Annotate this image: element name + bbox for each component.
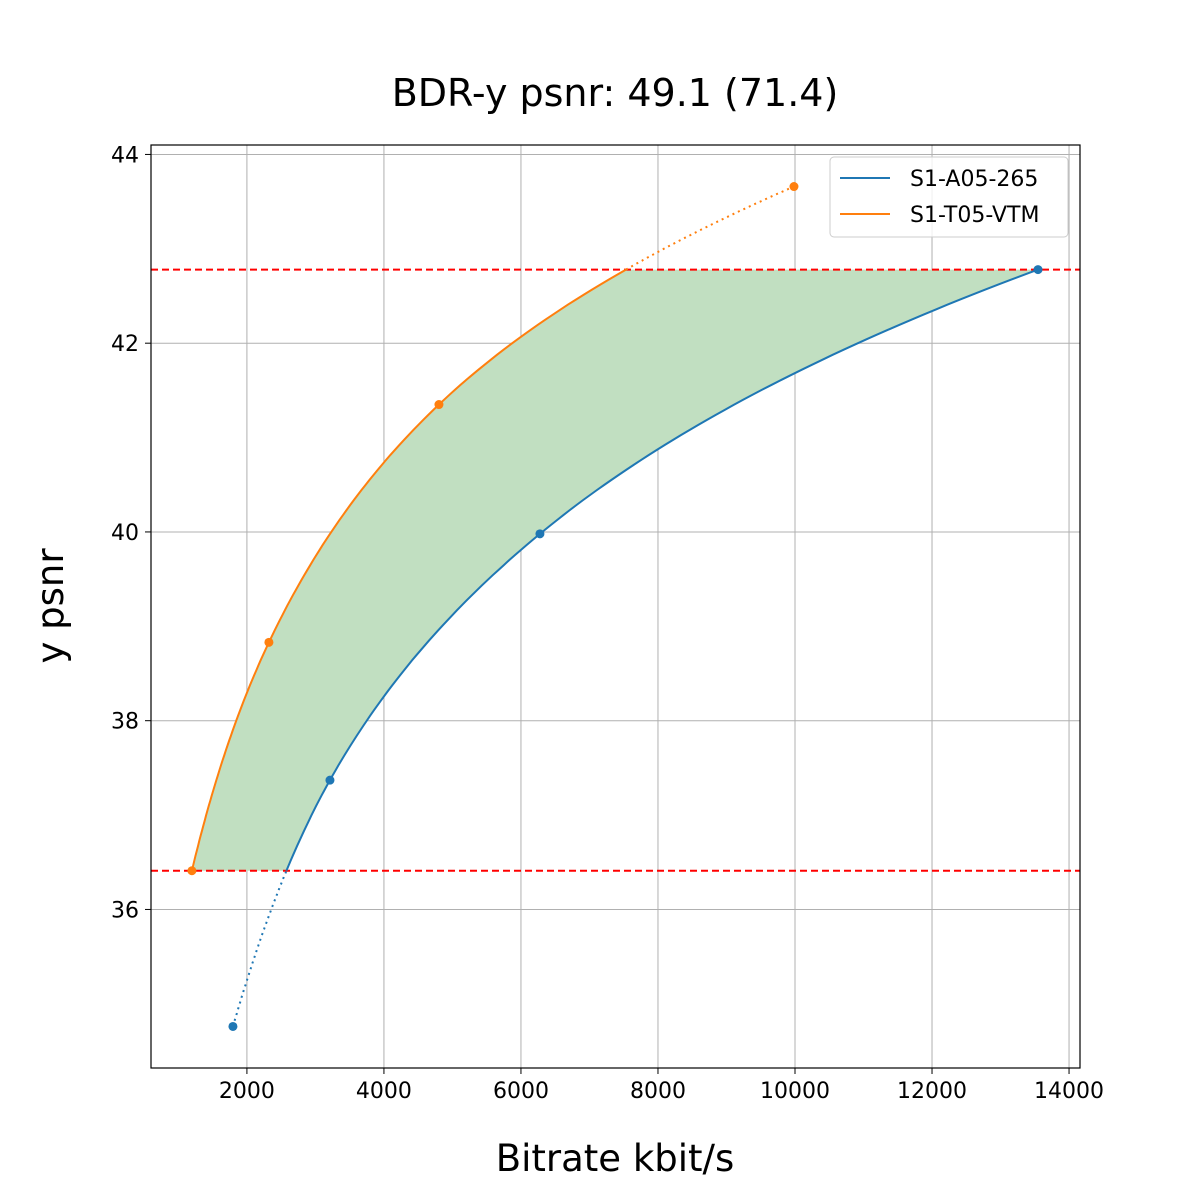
- chart-title: BDR-y psnr: 49.1 (71.4): [392, 71, 839, 115]
- x-tick-label: 2000: [219, 1079, 275, 1104]
- x-tick-label: 10000: [760, 1079, 830, 1104]
- data-point: [535, 529, 545, 539]
- data-point: [187, 866, 197, 876]
- x-tick-label: 14000: [1034, 1079, 1104, 1104]
- legend-label-s1-a05-265: S1-A05-265: [910, 167, 1038, 192]
- y-tick-label: 44: [111, 143, 139, 168]
- x-axis-label: Bitrate kbit/s: [496, 1137, 735, 1180]
- y-tick-label: 36: [111, 898, 139, 923]
- ticks: 2000 4000 6000 8000 10000 12000 14000 36 38 40 42 4…: [111, 143, 1104, 1104]
- plot-frame: [150, 144, 1081, 1069]
- x-tick-label: 12000: [897, 1079, 967, 1104]
- series-line: [190, 268, 627, 872]
- data-point: [228, 1021, 238, 1031]
- y-tick-label: 42: [111, 332, 139, 357]
- x-tick-label: 6000: [493, 1079, 549, 1104]
- legend-label-s1-t05-vtm: S1-T05-VTM: [910, 203, 1039, 228]
- data-point: [264, 637, 274, 647]
- data-point: [434, 400, 444, 410]
- legend: S1-A05-265 S1-T05-VTM: [829, 156, 1069, 238]
- y-tick-label: 40: [111, 521, 139, 546]
- series-line-dotted: [231, 870, 288, 1027]
- x-tick-label: 4000: [356, 1079, 412, 1104]
- y-tick-label: 38: [111, 710, 139, 735]
- data-point: [325, 775, 335, 785]
- series-group: [187, 182, 1043, 1031]
- x-tick-label: 8000: [630, 1079, 686, 1104]
- series-line: [285, 268, 1039, 872]
- y-axis-label: y psnr: [29, 548, 72, 664]
- data-point: [789, 182, 799, 192]
- data-point: [1033, 265, 1043, 275]
- series-line-dotted: [625, 185, 795, 271]
- reference-lines: [151, 268, 1080, 872]
- fill-between-area: [191, 269, 1038, 871]
- fill-area: [191, 269, 1038, 871]
